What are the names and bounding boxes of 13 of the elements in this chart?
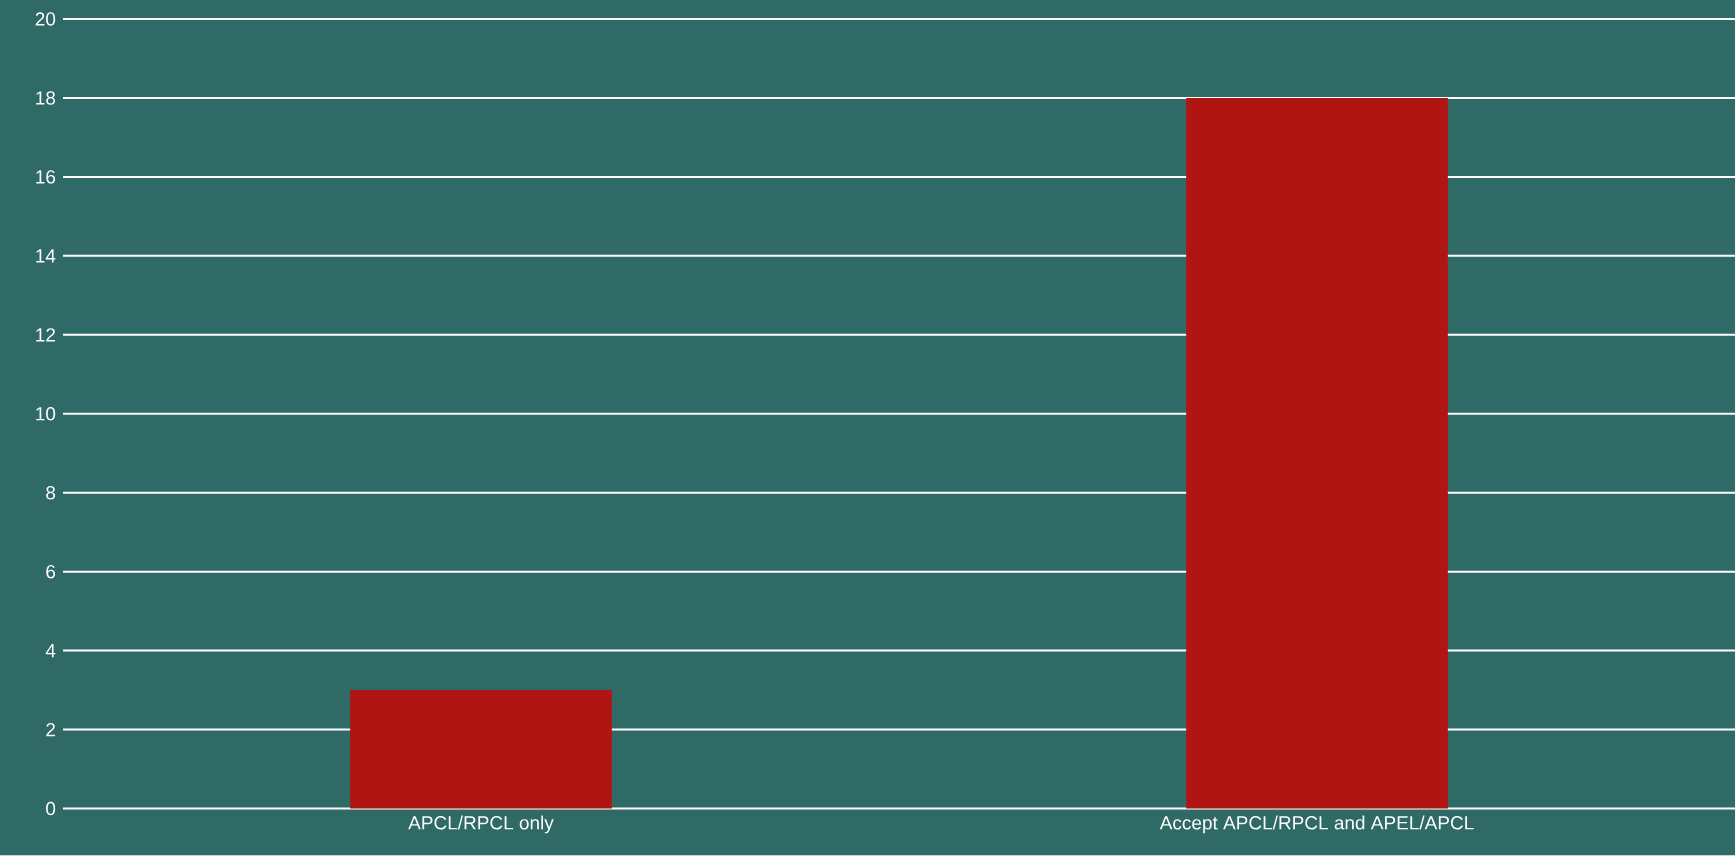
y-tick-label: 14 bbox=[36, 249, 56, 263]
x-tick-label: APCL/RPCL only bbox=[408, 815, 554, 834]
y-tick-label: 2 bbox=[46, 723, 55, 737]
y-tick-label: 10 bbox=[36, 407, 56, 421]
y-tick-label: 8 bbox=[46, 486, 56, 500]
y-tick-label: 12 bbox=[36, 328, 55, 342]
x-tick-label: Accept APCL/RPCL and APEL/APCL bbox=[1159, 815, 1474, 834]
y-tick-label: 16 bbox=[36, 170, 56, 184]
y-tick-label: 4 bbox=[45, 644, 56, 658]
y-tick-label: 0 bbox=[46, 802, 56, 816]
y-tick-label: 20 bbox=[35, 12, 56, 26]
y-tick-label: 18 bbox=[36, 91, 56, 105]
y-tick-label: 6 bbox=[46, 565, 56, 579]
